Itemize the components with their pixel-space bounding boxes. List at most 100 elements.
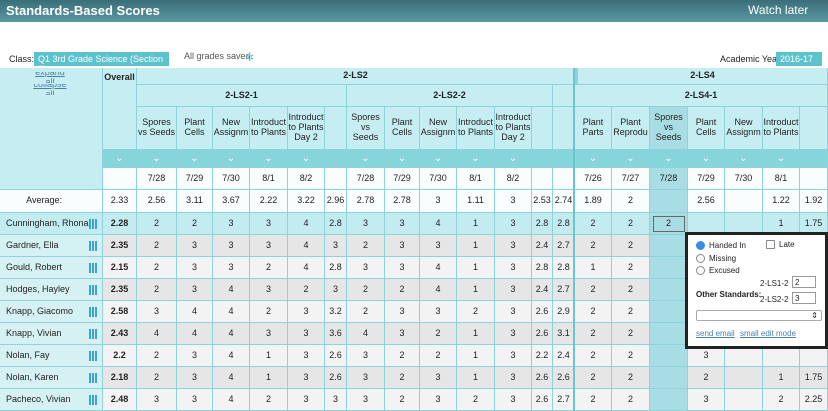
score-cell[interactable]: 2	[457, 389, 495, 411]
score-cell[interactable]: 4	[420, 213, 457, 235]
assignment-toggle[interactable]: ⌄	[457, 150, 495, 168]
score-cell[interactable]: 3	[385, 323, 420, 345]
score-cell[interactable]: 2	[575, 213, 612, 235]
assignment-title[interactable]: Introduct to Plants	[763, 107, 800, 150]
score-cell[interactable]: 2	[385, 279, 420, 301]
assignment-title[interactable]: Introduct to Plants Day 2	[495, 107, 532, 150]
score-cell[interactable]: 2	[347, 279, 385, 301]
send-email-link[interactable]: send email	[696, 329, 735, 338]
score-cell[interactable]: 4	[213, 389, 250, 411]
assignment-toggle[interactable]: ⌄	[137, 150, 177, 168]
score-cell[interactable]: 3	[213, 257, 250, 279]
score-cell[interactable]: 3	[250, 213, 288, 235]
score-cell[interactable]: 3	[288, 389, 325, 411]
score-cell[interactable]: 4	[213, 345, 250, 367]
score-cell[interactable]: 4	[213, 301, 250, 323]
score-cell[interactable]: 3	[495, 235, 532, 257]
score-cell[interactable]: 2	[612, 257, 650, 279]
score-cell[interactable]: 3	[385, 235, 420, 257]
assignment-title[interactable]: New Assignm	[725, 107, 763, 150]
watch-later[interactable]: Watch later	[748, 3, 809, 17]
score-cell[interactable]: 3	[288, 367, 325, 389]
score-cell[interactable]	[650, 389, 688, 411]
student-name[interactable]: Nolan, Fay	[0, 345, 103, 367]
score-cell[interactable]: 3	[495, 389, 532, 411]
score-cell[interactable]: 2	[612, 323, 650, 345]
assignment-title[interactable]: Plant Parts	[575, 107, 612, 150]
score-cell[interactable]: 4	[420, 279, 457, 301]
score-cell[interactable]: 4	[288, 257, 325, 279]
assignment-title[interactable]: Spores vs Seeds	[347, 107, 385, 150]
score-cell[interactable]: 2	[575, 301, 612, 323]
option-late[interactable]: Late	[766, 240, 795, 250]
score-cell[interactable]: 3	[495, 301, 532, 323]
score-cell[interactable]: 3	[495, 367, 532, 389]
score-cell[interactable]: 1	[457, 213, 495, 235]
score-cell[interactable]	[725, 345, 763, 367]
small-edit-link[interactable]: small edit mode	[740, 329, 797, 338]
assignment-title[interactable]: Plant Reprodu	[612, 107, 650, 150]
student-name[interactable]: Nolan, Karen	[0, 367, 103, 389]
score-cell[interactable]: 3	[420, 235, 457, 257]
year-select[interactable]: 2016-17	[776, 52, 822, 66]
student-name[interactable]: Cunningham, Rhona	[0, 213, 103, 235]
score-cell[interactable]: 3	[688, 389, 725, 411]
assignment-title[interactable]: New Assignm	[420, 107, 457, 150]
score-cell[interactable]: 3	[495, 323, 532, 345]
score-cell[interactable]: 2	[137, 235, 177, 257]
report-icon[interactable]	[89, 218, 97, 229]
score-cell[interactable]: 3	[495, 257, 532, 279]
score-cell[interactable]: 2	[347, 235, 385, 257]
report-icon[interactable]	[89, 328, 97, 339]
score-cell[interactable]: 2	[612, 279, 650, 301]
score-cell[interactable]: 2	[420, 323, 457, 345]
option-excused[interactable]: Excused	[696, 266, 740, 276]
score-cell[interactable]: 3	[177, 257, 213, 279]
score-cell[interactable]: 1	[457, 367, 495, 389]
collapse-all[interactable]: collapse all	[33, 84, 66, 95]
score-cell[interactable]: 2	[177, 213, 213, 235]
score-cell[interactable]: 3	[177, 235, 213, 257]
score-cell[interactable]: 1	[457, 345, 495, 367]
assignment-toggle[interactable]: ⌄	[177, 150, 213, 168]
score-cell[interactable]: 1	[250, 367, 288, 389]
student-name[interactable]: Knapp, Vivian	[0, 323, 103, 345]
score-cell[interactable]: 3	[495, 213, 532, 235]
score-cell[interactable]: 1	[575, 257, 612, 279]
score-cell[interactable]: 3	[177, 279, 213, 301]
score-cell[interactable]: 2	[688, 367, 725, 389]
score-cell[interactable]	[725, 367, 763, 389]
standard-dropdown[interactable]: ⇕	[696, 310, 822, 321]
expand-all[interactable]: expand all	[35, 72, 65, 83]
assignment-toggle[interactable]: ⌄	[420, 150, 457, 168]
score-cell[interactable]: 3	[288, 301, 325, 323]
assignment-toggle[interactable]: ⌄	[650, 150, 688, 168]
score-cell[interactable]: 4	[213, 323, 250, 345]
score-cell[interactable]: 1	[250, 345, 288, 367]
score-cell[interactable]	[650, 301, 688, 323]
score-cell[interactable]: 3	[177, 367, 213, 389]
score-cell[interactable]: 2	[288, 279, 325, 301]
score-cell[interactable]: 2	[137, 345, 177, 367]
assignment-toggle[interactable]: ⌄	[250, 150, 288, 168]
score-cell[interactable]: 1	[457, 323, 495, 345]
assignment-toggle[interactable]: ⌄	[725, 150, 763, 168]
score-cell[interactable]: 3	[177, 345, 213, 367]
score-cell[interactable]: 1	[763, 367, 800, 389]
assignment-toggle[interactable]: ⌄	[288, 150, 325, 168]
score-cell[interactable]: 2	[137, 257, 177, 279]
assignment-toggle[interactable]: ⌄	[385, 150, 420, 168]
score-cell[interactable]: 2	[385, 367, 420, 389]
assignment-title[interactable]: New Assignm	[213, 107, 250, 150]
report-icon[interactable]	[89, 372, 97, 383]
score-cell[interactable]: 3	[347, 213, 385, 235]
score-cell[interactable]: 3	[385, 301, 420, 323]
report-icon[interactable]	[89, 240, 97, 251]
score-cell[interactable]: 2	[575, 235, 612, 257]
score-cell[interactable]: 3	[347, 345, 385, 367]
assignment-toggle[interactable]: ⌄	[347, 150, 385, 168]
score-cell[interactable]: 3	[420, 301, 457, 323]
assignment-toggle[interactable]: ⌄	[688, 150, 725, 168]
score-cell[interactable]	[650, 257, 688, 279]
report-icon[interactable]	[89, 262, 97, 273]
